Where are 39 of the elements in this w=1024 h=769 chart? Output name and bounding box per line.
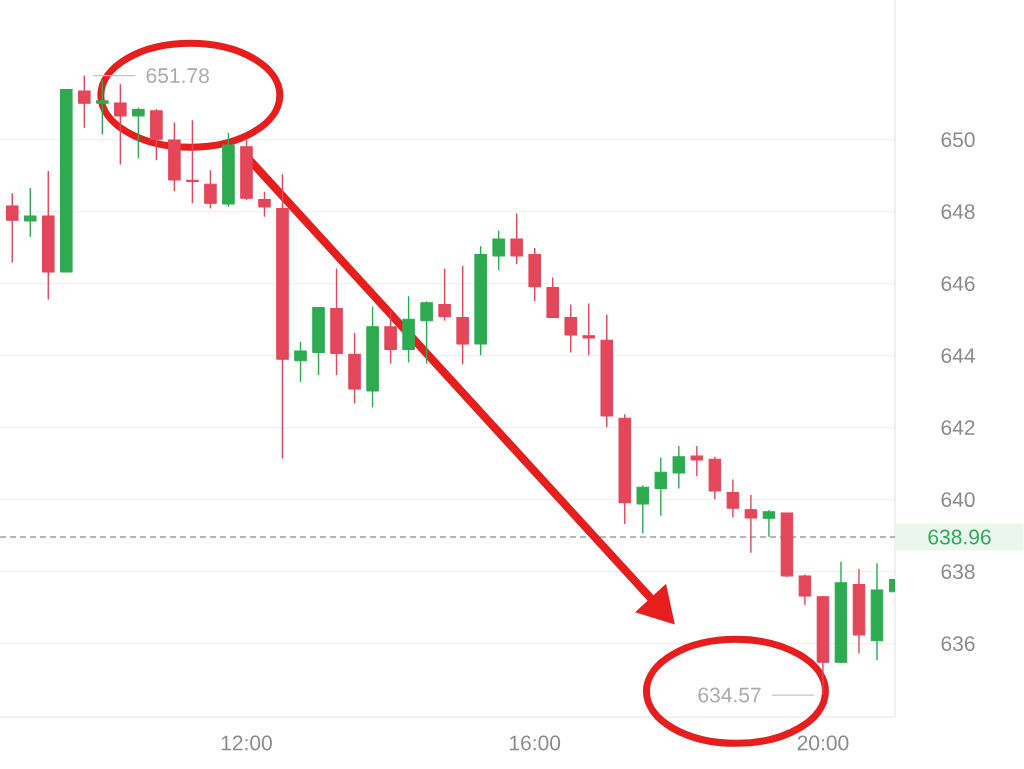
candlestick	[582, 302, 596, 356]
candlestick	[726, 478, 740, 518]
candlestick	[78, 74, 91, 129]
candlestick	[654, 457, 668, 517]
x-tick-label: 12:00	[221, 735, 272, 751]
y-tick-label: 642	[941, 420, 975, 436]
candlestick	[186, 119, 199, 204]
candlestick	[672, 445, 686, 490]
candlestick	[258, 191, 271, 218]
y-tick-label: 648	[941, 204, 975, 220]
candlestick	[690, 445, 704, 477]
x-tick-label: 20:00	[797, 735, 849, 751]
candlestick	[798, 573, 812, 606]
candlestick	[762, 509, 776, 538]
annotation: 634.57	[698, 687, 761, 703]
candlestick	[24, 187, 37, 238]
candlestick	[294, 341, 307, 383]
x-tick-label: 16:00	[510, 735, 561, 751]
candlestick	[204, 169, 217, 210]
y-tick-label: 646	[941, 276, 975, 292]
candlestick	[510, 212, 523, 265]
y-tick-label: 640	[941, 492, 975, 508]
candlestick	[5, 192, 19, 264]
candlestick	[132, 106, 145, 159]
candlestick	[492, 230, 505, 271]
candlestick	[96, 79, 109, 135]
y-tick-label: 638	[941, 564, 975, 580]
candlestick	[438, 267, 451, 322]
candlestick	[636, 484, 650, 535]
ref-line-label: 638.96	[928, 529, 991, 545]
y-tick-label: 650	[941, 132, 975, 148]
annotation: 651.78	[146, 68, 209, 84]
y-tick-label: 644	[941, 348, 975, 364]
candlestick	[744, 494, 758, 554]
candlestick	[384, 309, 397, 365]
candlestick	[564, 303, 577, 354]
candlestick	[114, 83, 127, 166]
candlestick	[420, 300, 433, 365]
y-tick-label: 636	[941, 636, 975, 652]
